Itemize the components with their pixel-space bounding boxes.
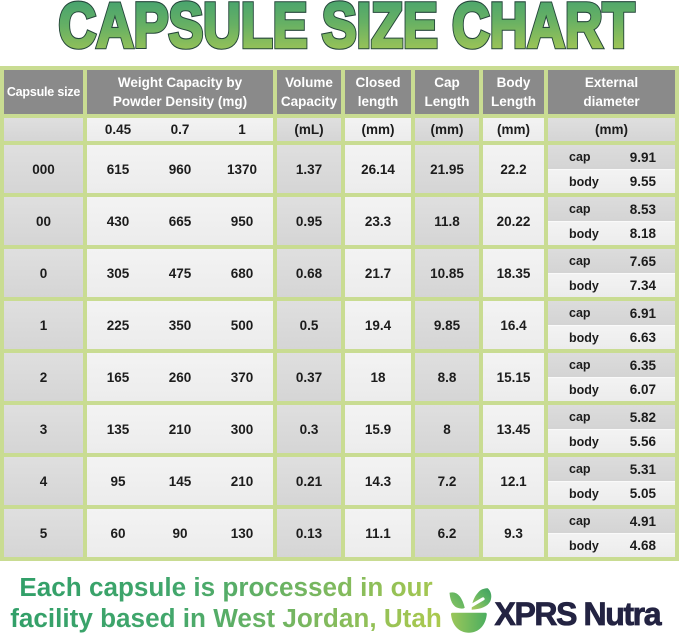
svg-text:CAPSULE SIZE CHART: CAPSULE SIZE CHART [59,0,635,61]
svg-text:CAPSULE SIZE CHART: CAPSULE SIZE CHART [59,0,635,61]
